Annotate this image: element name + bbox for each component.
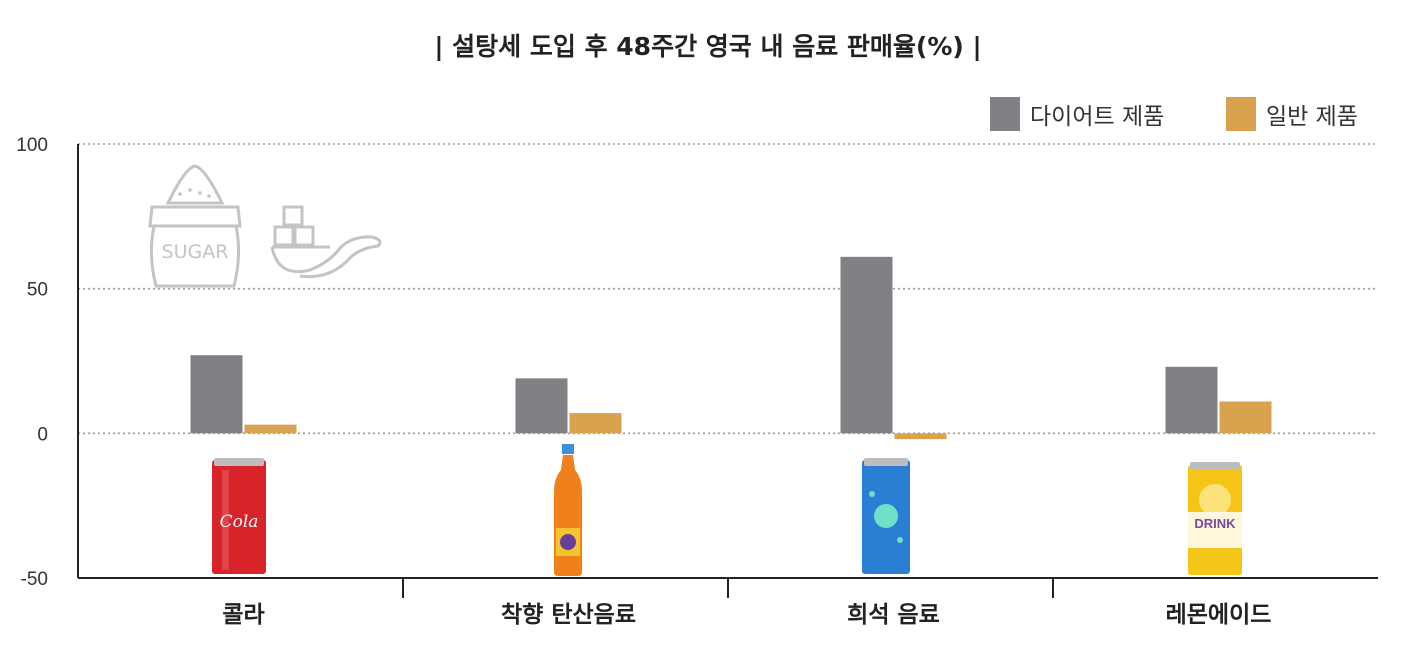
cola-can-label: Cola [220, 512, 259, 532]
bar-diet-2 [840, 256, 893, 434]
bar-diet-0 [190, 355, 243, 434]
bars [190, 256, 1272, 440]
y-tick-label: 0 [37, 424, 48, 445]
sugar-sack-label: SUGAR [162, 241, 229, 263]
legend-swatch-diet [990, 97, 1020, 131]
legend-label-regular: 일반 제품 [1266, 104, 1358, 130]
y-axis-ticks: 100 50 0 -50 [16, 135, 48, 590]
bar-regular-0 [244, 424, 297, 434]
category-labels: 콜라 착향 탄산음료 희석 음료 레몬에이드 [222, 602, 1271, 628]
sugar-sack-icon: SUGAR [148, 164, 242, 288]
lemonade-can-label: DRINK [1194, 516, 1236, 531]
legend-label-diet: 다이어트 제품 [1030, 104, 1164, 130]
bar-regular-2 [894, 433, 947, 440]
legend: 다이어트 제품 일반 제품 [990, 97, 1358, 131]
y-tick-label: 100 [16, 135, 48, 156]
bar-regular-1 [569, 413, 622, 434]
grid [78, 143, 1378, 435]
chart-title: | 설탕세 도입 후 48주간 영국 내 음료 판매율(%) | [434, 32, 981, 61]
cola-can-icon: Cola [212, 458, 266, 574]
x-axis-ticks [402, 578, 1054, 598]
bar-diet-3 [1165, 366, 1218, 434]
sugar-cubes-spoon-icon [270, 205, 382, 279]
blue-can-icon [862, 458, 910, 574]
lemonade-can-icon: DRINK [1188, 462, 1242, 575]
category-label: 희석 음료 [847, 602, 940, 628]
bar-regular-3 [1219, 401, 1272, 434]
category-label: 레몬에이드 [1166, 602, 1272, 628]
legend-swatch-regular [1226, 97, 1256, 131]
y-tick-label: 50 [27, 280, 48, 301]
bar-diet-1 [515, 378, 568, 434]
soda-bottle-icon [554, 444, 582, 576]
y-tick-label: -50 [21, 569, 48, 590]
category-label: 착향 탄산음료 [501, 602, 636, 628]
category-label: 콜라 [222, 602, 264, 628]
